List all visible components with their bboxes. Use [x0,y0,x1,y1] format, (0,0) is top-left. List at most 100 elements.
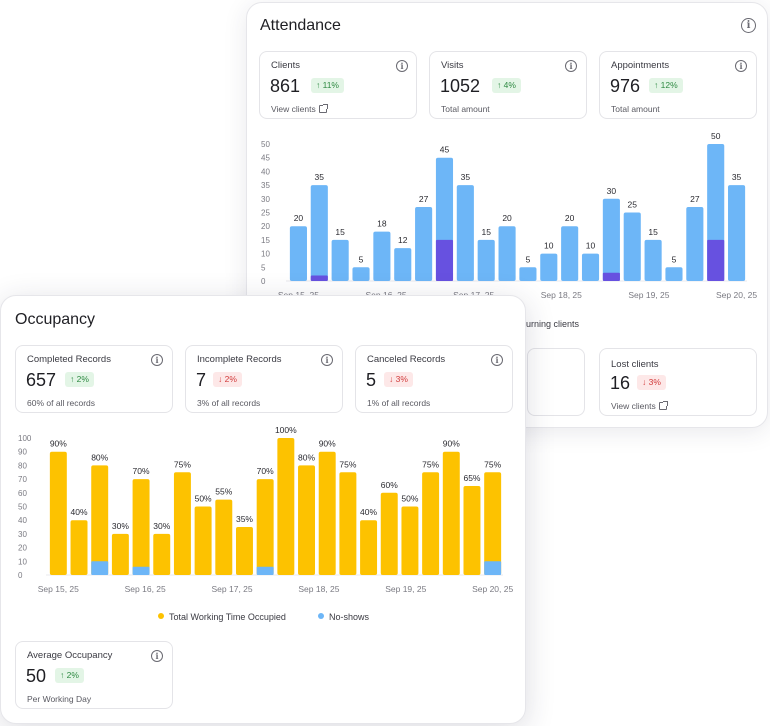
completed-records-card: Completed Records i 657 ↑ 2% 60% of all … [15,345,173,413]
bar [298,465,316,575]
info-icon[interactable]: i [491,354,503,366]
visits-value: 1052 [440,76,481,96]
y-tick-label: 70 [18,475,27,484]
info-icon[interactable]: i [321,354,333,366]
x-tick-label: Sep 20, 25 [716,290,757,300]
data-label: 35 [732,172,742,182]
completed-records-label: Completed Records [27,354,111,365]
data-label: 27 [419,194,429,204]
bar [456,185,474,281]
average-occupancy-change-badge: ↑ 2% [55,668,84,683]
legend-dot-yellow [158,613,164,619]
visits-change-badge: ↑ 4% [492,78,521,93]
data-label: 5 [359,254,364,264]
bar [581,253,600,281]
bar [519,267,537,281]
bar-segment [484,561,502,575]
legend-no-shows: No-shows [318,612,369,622]
data-label: 100% [275,425,297,435]
data-label: 45 [440,145,450,155]
info-icon[interactable]: i [565,60,577,72]
appointments-change-badge: ↑ 12% [649,78,683,93]
bar [173,472,191,575]
info-icon[interactable]: i [151,354,163,366]
average-occupancy-sub: Per Working Day [27,694,92,704]
incomplete-records-value: 7 [196,370,207,390]
info-icon[interactable]: i [741,18,756,33]
x-tick-label: Sep 15, 25 [38,584,79,594]
attendance-title: Attendance [260,17,341,34]
y-tick-label: 5 [261,263,266,272]
x-tick-label: Sep 19, 25 [385,584,426,594]
info-icon[interactable]: i [396,60,408,72]
x-tick-label: Sep 18, 25 [541,290,582,300]
x-tick-label: Sep 16, 25 [125,584,166,594]
y-tick-label: 0 [18,571,23,580]
bar-segment [602,272,620,281]
y-tick-label: 60 [18,489,27,498]
data-label: 30% [112,521,129,531]
clients-value: 861 [270,76,301,96]
bar [415,207,433,281]
bar [498,226,516,281]
data-label: 75% [174,459,191,469]
incomplete-records-card: Incomplete Records i 7 ↓ 2% 3% of all re… [185,345,343,413]
data-label: 35% [236,514,253,524]
bar [623,212,641,281]
x-tick-label: Sep 17, 25 [212,584,253,594]
bar [484,472,502,575]
bar [310,185,328,281]
appointments-label: Appointments [611,60,670,71]
y-tick-label: 50 [18,503,27,512]
data-label: 30% [153,521,170,531]
lost-clients-label: Lost clients [611,359,659,370]
bar [70,520,88,575]
legend-returning-clients: urning clients [526,319,580,329]
bar [561,226,579,281]
bar [277,438,295,575]
bar [540,253,558,281]
bar [394,248,412,281]
bar [235,527,253,575]
y-tick-label: 30 [261,195,270,204]
bar [644,239,662,281]
bar [352,267,370,281]
data-label: 50% [401,494,418,504]
bar [401,506,419,575]
bar-segment [91,561,109,575]
data-label: 18 [377,219,387,229]
data-label: 70% [257,466,274,476]
x-tick-label: Sep 20, 25 [472,584,513,594]
average-occupancy-card: Average Occupancy i 50 ↑ 2% Per Working … [15,641,173,709]
data-label: 35 [315,172,325,182]
appointments-card: Appointments i 976 ↑ 12% Total amount [599,51,757,119]
data-label: 12 [398,235,408,245]
visits-card: Visits i 1052 ↑ 4% Total amount [429,51,587,119]
data-label: 20 [502,213,512,223]
legend-working-time: Total Working Time Occupied [158,612,286,622]
bar [463,485,481,575]
view-clients-link[interactable]: View clients [271,104,328,114]
data-label: 55% [215,487,232,497]
y-tick-label: 20 [18,544,27,553]
info-icon[interactable]: i [151,650,163,662]
bar [132,479,150,575]
y-tick-label: 80 [18,461,27,470]
view-lost-clients-link[interactable]: View clients [611,401,668,411]
lost-clients-change-badge: ↓ 3% [637,375,666,390]
canceled-records-value: 5 [366,370,377,390]
info-icon[interactable]: i [735,60,747,72]
x-tick-label: Sep 18, 25 [298,584,339,594]
bar [686,207,704,281]
visits-sub: Total amount [441,104,490,114]
data-label: 80% [298,452,315,462]
bar [442,451,460,575]
data-label: 15 [648,227,658,237]
bar-segment [707,239,725,281]
y-tick-label: 10 [18,557,27,566]
external-link-icon [658,401,668,410]
bar [153,533,171,575]
y-tick-label: 25 [261,209,270,218]
bar [256,479,274,575]
data-label: 10 [544,241,554,251]
